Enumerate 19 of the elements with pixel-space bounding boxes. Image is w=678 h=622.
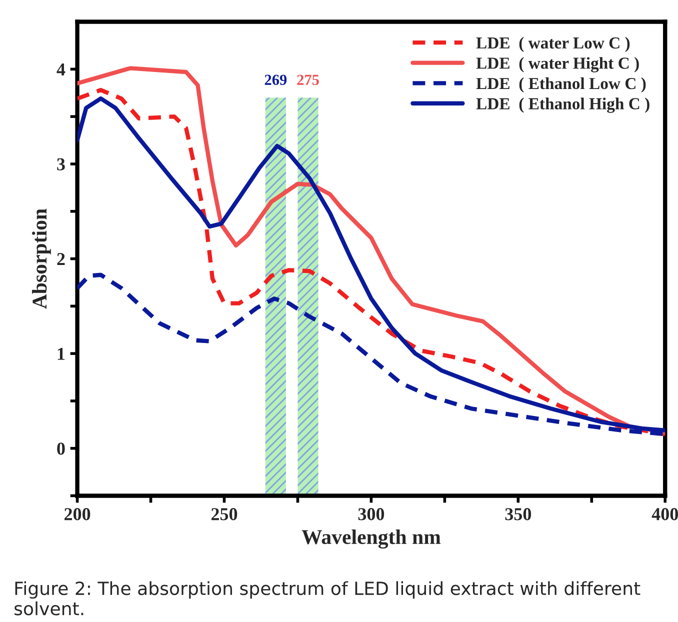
y-tick-label: 0 (57, 442, 65, 455)
x-tick-label: 300 (358, 508, 384, 520)
y-tick-label: 3 (57, 158, 65, 170)
legend-label: LDE ( water Low C ) (476, 36, 630, 52)
legend-label: LDE ( Ethanol High C ) (476, 98, 650, 113)
y-axis-title: Absorption (32, 208, 51, 309)
legend-label: LDE ( Ethanol Low C ) (476, 77, 646, 93)
legend-label: LDE ( water Hight C ) (476, 57, 639, 72)
x-axis-title: Wavelength nm (302, 529, 441, 549)
caption: Figure 2: The absorption spectrum of LED liquid extract with different solvent. (14, 581, 640, 616)
x-tick-label: 200 (64, 508, 90, 520)
x-tick-label: 350 (505, 508, 532, 520)
band-label: 275 (297, 74, 319, 86)
x-tick-label: 250 (211, 508, 238, 520)
y-tick-label: 2 (57, 253, 65, 266)
band-label: 269 (264, 74, 287, 86)
y-tick-label: 4 (56, 64, 66, 76)
x-tick-label: 400 (652, 508, 678, 520)
y-tick-label: 1 (58, 348, 65, 360)
